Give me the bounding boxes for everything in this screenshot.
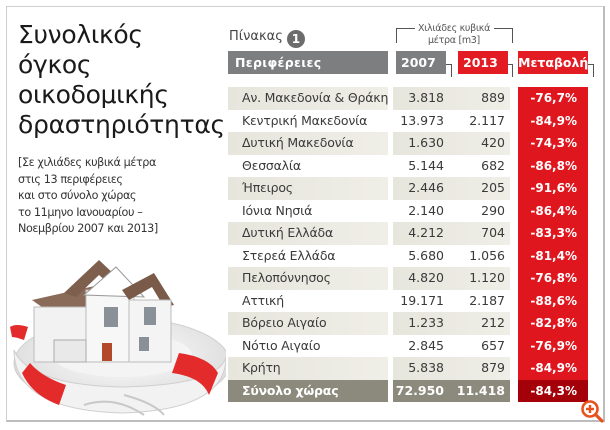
region-cell: Θεσσαλία	[228, 154, 388, 177]
total-change-cell: -84,3%	[518, 379, 588, 402]
region-cell: Ιόνια Νησιά	[228, 199, 388, 222]
subtitle-line: Νοεμβρίου 2007 και 2013]	[18, 222, 158, 235]
change-cell: -86,4%	[518, 199, 588, 222]
change-cell: -81,4%	[518, 244, 588, 267]
infographic-subtitle: [Σε χιλιάδες κυβικά μέτρα στις 13 περιφέ…	[18, 155, 158, 238]
value-2007: 13.973	[400, 112, 444, 128]
value-2013: 704	[481, 225, 505, 240]
change-cell: -86,8%	[518, 154, 588, 177]
subtitle-line: το 11μηνο Ιανουαρίου –	[18, 205, 143, 219]
value-2013: 205	[481, 180, 505, 195]
value-2013: 2.117	[469, 112, 505, 128]
table-row: Κεντρική Μακεδονία 13.973 2.117 -84,9%	[228, 109, 590, 132]
table-row: Δυτική Μακεδονία 1.630 420 -74,3%	[228, 132, 590, 155]
title-line: όγκος	[18, 50, 92, 79]
table-row: Νότιο Αιγαίο 2.845 657 -76,9%	[228, 334, 590, 357]
header-regions: Περιφέρειες	[228, 51, 388, 74]
region-cell: Ήπειρος	[228, 177, 388, 200]
units-line: Χιλιάδες κυβικά	[417, 23, 491, 34]
subtitle-line: στις 13 περιφέρειες	[18, 172, 123, 186]
value-2007: 5.838	[408, 360, 444, 375]
region-cell: Πελοπόννησος	[228, 267, 388, 290]
change-cell: -74,3%	[518, 132, 588, 155]
total-value-2013: 11.418	[456, 382, 505, 398]
house-lifebuoy-illustration	[10, 260, 226, 416]
subtitle-line: [Σε χιλιάδες κυβικά μέτρα	[18, 156, 156, 169]
value-2013: 657	[481, 337, 505, 353]
region-cell: Στερεά Ελλάδα	[228, 244, 388, 267]
value-2007: 1.233	[408, 315, 444, 330]
region-cell: Νότιο Αιγαίο	[228, 334, 388, 357]
change-cell: -84,9%	[518, 357, 588, 380]
change-cell: -82,8%	[518, 312, 588, 335]
value-2013: 682	[481, 157, 505, 173]
table-row: Στερεά Ελλάδα 5.680 1.056 -81,4%	[228, 244, 590, 267]
table-row: Αττική 19.171 2.187 -88,6%	[228, 289, 590, 312]
table-row: Αν. Μακεδονία & Θράκη 3.818 889 -76,7%	[228, 87, 590, 110]
total-region-cell: Σύνολο χώρας	[228, 379, 388, 402]
table-row: Ιόνια Νησιά 2.140 290 -86,4%	[228, 199, 590, 222]
change-cell: -88,6%	[518, 289, 588, 312]
region-cell: Βόρειο Αιγαίο	[228, 312, 388, 335]
table-row: Ήπειρος 2.446 205 -91,6%	[228, 177, 590, 200]
title-line: δραστηριότητας	[18, 110, 225, 139]
region-cell: Κρήτη	[228, 357, 388, 380]
units-bracket-right	[494, 28, 513, 43]
header-2007: 2007	[396, 51, 446, 74]
change-cell: -91,6%	[518, 177, 588, 200]
value-2013: 420	[481, 135, 505, 150]
subtitle-line: και στο σύνολο χώρας	[18, 189, 137, 202]
header-change: Μεταβολή	[518, 51, 588, 74]
value-2007: 2.845	[408, 337, 444, 353]
region-cell: Δυτική Μακεδονία	[228, 132, 388, 155]
value-2007: 3.818	[408, 90, 444, 105]
header-2013-tick	[508, 64, 513, 77]
value-2007: 5.680	[408, 247, 444, 263]
header-2013: 2013	[458, 51, 508, 74]
value-2007: 5.144	[408, 157, 444, 173]
value-2013: 2.187	[469, 292, 505, 308]
region-cell: Δυτική Ελλάδα	[228, 222, 388, 245]
table-number-badge: 1	[286, 30, 305, 48]
value-2007: 19.171	[400, 292, 444, 308]
value-2013: 889	[481, 90, 505, 105]
change-cell: -76,8%	[518, 267, 588, 290]
value-2013: 1.120	[469, 270, 505, 285]
infographic-title: Συνολικός όγκος οικοδομικής δραστηριότητ…	[18, 20, 225, 140]
value-2013: 290	[481, 202, 505, 218]
header-2007-tick	[446, 64, 452, 77]
table-total-row: Σύνολο χώρας 72.950 11.418 -84,3%	[228, 379, 590, 402]
data-table: Αν. Μακεδονία & Θράκη 3.818 889 -76,7% Κε…	[228, 87, 590, 402]
zoom-in-icon[interactable]	[580, 399, 604, 423]
header-change-tick	[588, 64, 594, 77]
region-cell: Αν. Μακεδονία & Θράκη	[228, 87, 388, 110]
change-cell: -76,7%	[518, 87, 588, 110]
value-2013: 879	[481, 360, 505, 375]
value-2007: 4.212	[408, 225, 444, 240]
title-line: Συνολικός	[18, 20, 143, 49]
region-cell: Κεντρική Μακεδονία	[228, 109, 388, 132]
region-cell: Αττική	[228, 289, 388, 312]
value-2007: 4.820	[408, 270, 444, 285]
title-line: οικοδομικής	[18, 80, 169, 109]
change-cell: -76,9%	[518, 334, 588, 357]
table-row: Κρήτη 5.838 879 -84,9%	[228, 357, 590, 380]
value-2007: 2.140	[408, 202, 444, 218]
units-bracket-left	[396, 28, 415, 43]
table-row: Βόρειο Αιγαίο 1.233 212 -82,8%	[228, 312, 590, 335]
table-row: Θεσσαλία 5.144 682 -86,8%	[228, 154, 590, 177]
change-cell: -84,9%	[518, 109, 588, 132]
value-2013: 212	[481, 315, 505, 330]
table-row: Δυτική Ελλάδα 4.212 704 -83,3%	[228, 222, 590, 245]
table-row: Πελοπόννησος 4.820 1.120 -76,8%	[228, 267, 590, 290]
units-line: μέτρα [m3]	[428, 35, 480, 46]
value-2013: 1.056	[469, 247, 505, 263]
change-cell: -83,3%	[518, 222, 588, 245]
value-2007: 1.630	[408, 135, 444, 150]
total-value-2007: 72.950	[395, 382, 444, 398]
units-note: Χιλιάδες κυβικά μέτρα [m3]	[396, 23, 512, 47]
table-label: Πίνακας 1	[229, 29, 305, 48]
value-2007: 2.446	[408, 180, 444, 195]
table-label-text: Πίνακας	[229, 29, 283, 44]
